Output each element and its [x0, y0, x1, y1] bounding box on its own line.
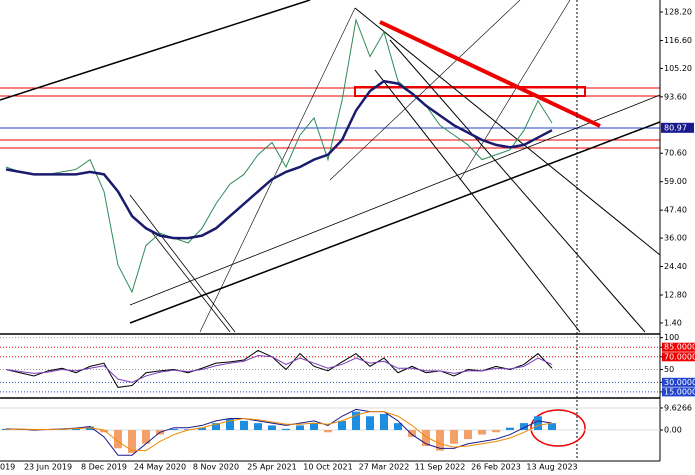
highlight-circle [530, 409, 586, 447]
y-tick-label: 116.60 [664, 36, 692, 45]
x-tick-label: 10 Oct 2021 [303, 463, 352, 472]
trend-line [129, 121, 661, 324]
histogram-bar [450, 430, 458, 444]
y-tick-label: 70.60 [664, 149, 687, 158]
histogram-bar [394, 423, 402, 430]
label-bg [662, 377, 695, 387]
drawings [0, 0, 661, 462]
y-tick-label: 93.60 [664, 92, 687, 101]
histogram-bar [338, 420, 346, 430]
trend-line [459, 0, 571, 181]
price-tag: 80.97 [664, 123, 687, 132]
y-tick-label: 15.0000 [664, 387, 695, 396]
series-line [5, 408, 553, 456]
series-line [5, 411, 553, 452]
x-tick-label: 25 Apr 2021 [247, 463, 296, 472]
y-tick-label: 24.40 [664, 262, 687, 271]
y-tick-label: 0.00 [664, 426, 682, 435]
histogram-bar [212, 423, 220, 430]
histogram-bar [310, 423, 318, 430]
y-tick-label: 30.0000 [664, 378, 695, 387]
arrow-line [379, 20, 601, 128]
y-tick-label: 47.40 [664, 206, 687, 215]
trend-line [329, 0, 521, 181]
histogram-bar [226, 418, 234, 430]
histogram-bar [170, 428, 178, 430]
label-bg [662, 342, 695, 352]
trend-line [149, 229, 231, 333]
histogram-bar [198, 427, 206, 430]
histogram-bar [254, 423, 262, 430]
x-tick-label: 27 Mar 2022 [359, 463, 410, 472]
x-tick-label: 23 Jun 2019 [24, 463, 72, 472]
trend-line [129, 94, 661, 306]
histogram-bar [282, 428, 290, 430]
histogram-bar [352, 411, 360, 430]
histogram-bar [114, 430, 122, 449]
x-tick-label: 24 May 2020 [134, 463, 186, 472]
y-tick-label: 36.00 [664, 234, 687, 243]
y-tick-label: 1.40 [664, 318, 682, 327]
y-tick-label: 59.00 [664, 177, 687, 186]
histogram-bar [520, 423, 528, 430]
series-line [5, 355, 553, 383]
series-line [5, 79, 553, 240]
x-tick-label: 13 Aug 2023 [526, 463, 577, 472]
histogram-bar [548, 423, 556, 430]
histogram-bar [128, 430, 136, 453]
trend-line [374, 69, 581, 333]
trend-line [389, 39, 646, 333]
x-tick-label: 8 Nov 2020 [193, 463, 239, 472]
histogram-bar [100, 430, 108, 433]
histogram-bar [142, 430, 150, 444]
x-tick-label: 8 Dec 2019 [81, 463, 127, 472]
series-line [5, 349, 553, 388]
histogram-bar [436, 430, 444, 451]
histogram-bar [366, 416, 374, 430]
label-bg [662, 352, 695, 362]
y-tick-label: 9.6266 [664, 403, 692, 412]
y-tick-label: 50 [664, 365, 674, 374]
trend-line [354, 7, 661, 256]
histogram-bar [478, 430, 486, 435]
y-tick-label: 105.20 [664, 64, 692, 73]
histogram-bar [324, 430, 332, 433]
histogram-bar [422, 430, 430, 447]
y-tick-label: 85.0000 [664, 343, 695, 352]
histogram-bar [534, 416, 542, 430]
y-tick-label: 70.0000 [664, 352, 695, 361]
series-line [5, 17, 553, 294]
price-tag-bg [661, 122, 694, 133]
histogram-bar [380, 413, 388, 430]
label-bg [662, 387, 695, 397]
histogram-bar [506, 427, 514, 430]
histogram-bar [86, 426, 94, 430]
trend-line [129, 194, 236, 333]
histogram-bar [240, 420, 248, 430]
histogram-bar [408, 430, 416, 437]
trend-line [199, 7, 356, 333]
y-tick-label: 12.80 [664, 290, 687, 299]
x-tick-label: 26 Feb 2023 [471, 463, 521, 472]
histogram-bar [464, 430, 472, 440]
histogram-bar [492, 430, 500, 433]
trend-line [0, 0, 311, 101]
histogram-bar [296, 425, 304, 430]
histogram-bar [72, 428, 80, 430]
zone-box [354, 86, 586, 97]
histogram-bar [2, 428, 10, 430]
y-tick-label: 128.20 [664, 8, 692, 17]
histogram-bar [268, 425, 276, 430]
x-tick-label: 11 Sep 2022 [415, 463, 466, 472]
y-tick-label: 100 [664, 333, 679, 342]
histogram-bar [16, 429, 24, 430]
x-tick-label: 019 [0, 463, 15, 472]
